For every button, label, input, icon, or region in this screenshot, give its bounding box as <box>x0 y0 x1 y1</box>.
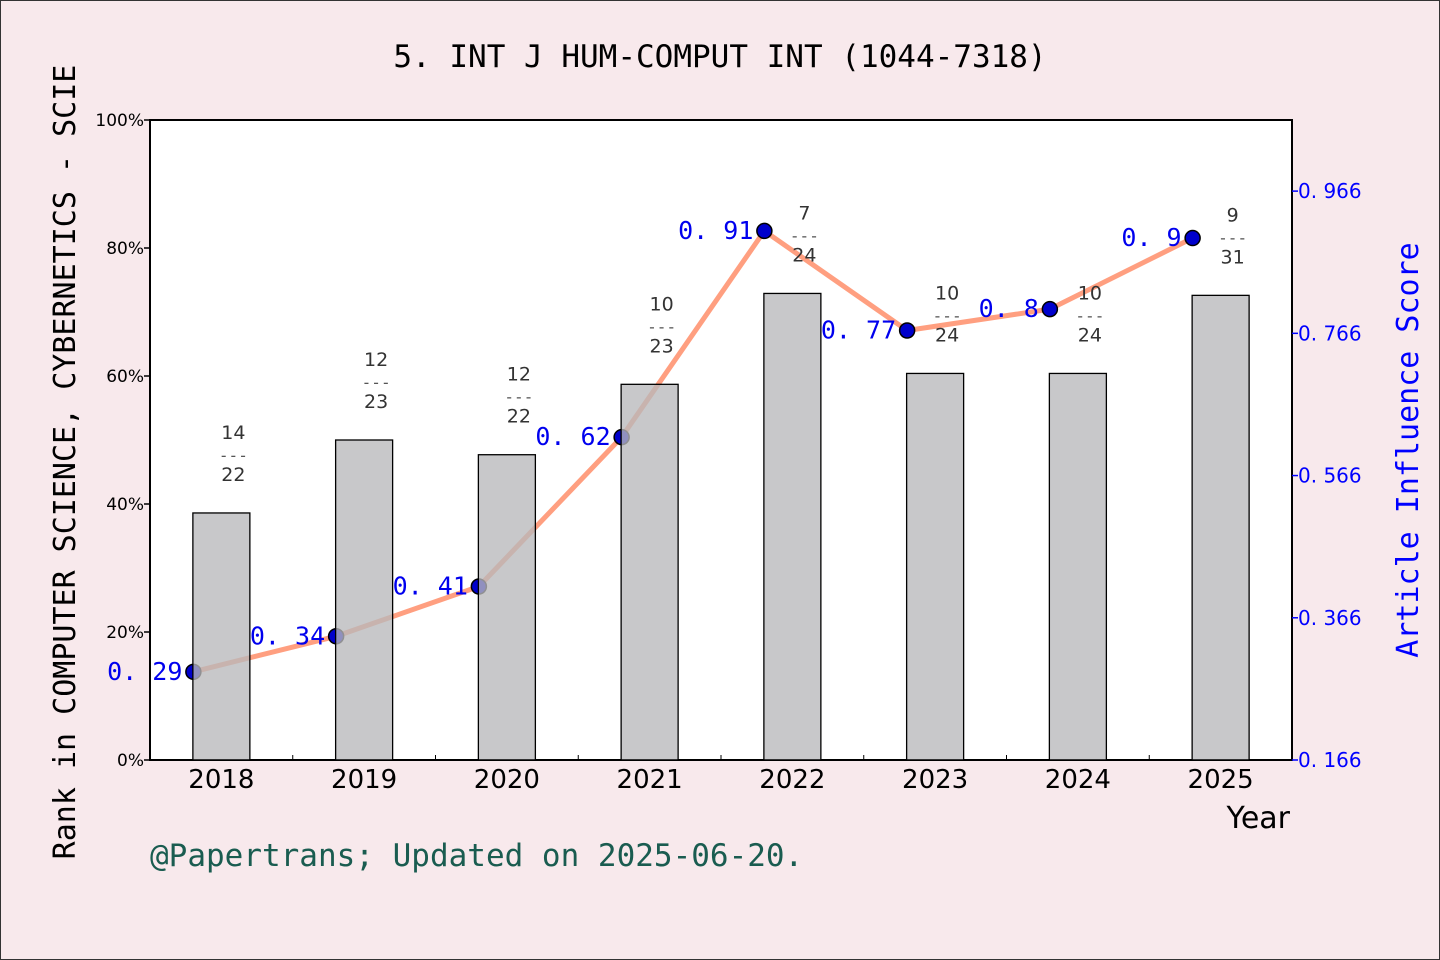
rank-divider: --- <box>362 373 391 392</box>
right-tick-label: 0. 566 <box>1298 464 1362 488</box>
left-tick-label: 20% <box>106 623 144 643</box>
rank-total-label: 24 <box>792 244 816 266</box>
x-tick-label: 2022 <box>759 765 825 795</box>
rank-divider: --- <box>504 388 533 407</box>
rank-label: 10 <box>935 282 959 304</box>
bar-2025 <box>1191 294 1250 761</box>
x-tick-label: 2018 <box>188 765 254 795</box>
x-tick-label: 2024 <box>1045 765 1111 795</box>
left-tick-label: 60% <box>106 367 144 387</box>
x-axis-label: Year <box>1225 801 1290 836</box>
rank-label: 12 <box>507 364 531 386</box>
rank-total-label: 23 <box>650 335 674 357</box>
score-label: 0. 29 <box>107 657 182 686</box>
right-tick-label: 0. 766 <box>1298 321 1362 345</box>
rank-label: 9 <box>1227 204 1239 226</box>
rank-total-label: 24 <box>935 324 959 346</box>
x-tick-label: 2025 <box>1188 765 1254 795</box>
right-axis-label: Article Influence Score <box>1391 242 1426 657</box>
rank-total-label: 24 <box>1078 324 1102 346</box>
x-tick-label: 2020 <box>474 765 540 795</box>
score-label: 0. 41 <box>393 571 468 600</box>
rank-divider: --- <box>1218 228 1247 247</box>
score-label: 0. 9 <box>1121 223 1181 252</box>
score-label: 0. 34 <box>250 621 325 650</box>
x-tick-label: 2023 <box>902 765 968 795</box>
footer-credit: @Papertrans; Updated on 2025-06-20. <box>150 838 803 874</box>
left-tick-label: 40% <box>106 495 144 515</box>
right-tick-label: 0. 366 <box>1298 606 1362 630</box>
rank-divider: --- <box>933 306 962 325</box>
rank-total-label: 31 <box>1221 246 1245 268</box>
rank-label: 12 <box>364 349 388 371</box>
rank-divider: --- <box>647 317 676 336</box>
rank-label: 10 <box>650 293 674 315</box>
right-tick-label: 0. 166 <box>1298 748 1362 772</box>
bar-2018 <box>192 512 251 761</box>
rank-label: 7 <box>798 202 810 224</box>
score-label: 0. 62 <box>535 422 610 451</box>
bar-2024 <box>1048 372 1108 761</box>
score-point <box>1184 229 1201 247</box>
left-axis-label: Rank in COMPUTER SCIENCE, CYBERNETICS - … <box>48 65 83 860</box>
rank-label: 14 <box>221 422 245 444</box>
bar-2019 <box>334 439 394 761</box>
rank-total-label: 23 <box>364 391 388 413</box>
bar-2021 <box>620 383 679 761</box>
rank-total-label: 22 <box>221 464 245 486</box>
rank-total-label: 22 <box>507 406 531 428</box>
x-tick-label: 2019 <box>331 765 397 795</box>
score-label: 0. 91 <box>678 216 753 245</box>
rank-label: 10 <box>1078 282 1102 304</box>
right-tick-label: 0. 966 <box>1298 179 1362 203</box>
score-point <box>898 322 916 339</box>
rank-divider: --- <box>790 226 819 245</box>
chart-title: 5. INT J HUM-COMPUT INT (1044-7318) <box>393 39 1046 75</box>
left-tick-label: 0% <box>117 751 144 771</box>
score-point <box>756 222 773 240</box>
score-label: 0. 77 <box>821 315 896 344</box>
x-tick-label: 2021 <box>617 765 683 795</box>
score-label: 0. 8 <box>979 294 1039 323</box>
left-tick-label: 100% <box>95 111 144 131</box>
score-point <box>1041 300 1059 318</box>
rank-divider: --- <box>219 446 248 465</box>
bar-2023 <box>905 372 965 761</box>
rank-divider: --- <box>1075 306 1104 325</box>
bar-2020 <box>477 454 537 761</box>
left-tick-label: 80% <box>106 239 144 259</box>
bar-2022 <box>763 292 822 761</box>
